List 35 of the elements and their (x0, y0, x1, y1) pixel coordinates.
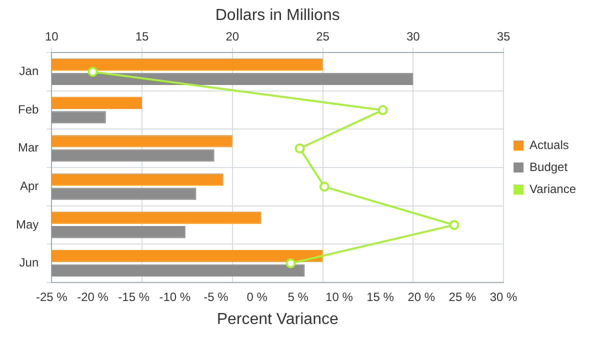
x-tick-label: -15 % (118, 290, 150, 304)
point (294, 143, 305, 154)
x-tick-label: -5 % (204, 290, 229, 304)
x2-tick-label: 10 (44, 30, 59, 44)
x2-axis-title: Dollars in Millions (215, 7, 340, 24)
y-tick-label: May (16, 217, 39, 232)
x-tick-label: 0 % (246, 290, 268, 304)
x-tick-label: 20 % (408, 290, 436, 304)
x-tick-label: 10 % (326, 290, 354, 304)
point (378, 105, 388, 116)
legend-label: Variance (530, 182, 576, 196)
x2-tick-label: 20 (226, 30, 240, 44)
y-tick-label: Feb (18, 102, 39, 116)
y-tick-label: Apr (20, 178, 39, 193)
point (449, 220, 460, 230)
x2-tick-label: 30 (406, 30, 420, 44)
point (286, 258, 296, 268)
x-tick-label: 5 % (288, 290, 309, 304)
x2-tick-label: 35 (496, 30, 511, 44)
x-tick-label: 25 % (448, 290, 476, 304)
x2-tick-label: 25 (316, 30, 330, 44)
y-tick-label: Jan (19, 64, 39, 78)
legend-label: Actuals (530, 138, 569, 152)
legend-label: Budget (530, 160, 568, 174)
y-tick-label: Mar (18, 140, 39, 155)
x-axis-title: Percent Variance (216, 310, 338, 328)
x-tick-label: 15 % (366, 290, 394, 304)
x-tick-label: -25 % (36, 290, 68, 304)
point (319, 182, 330, 192)
y-tick-label: Jun (19, 256, 39, 270)
x-tick-label: -10 % (159, 290, 191, 304)
x-tick-label: 30 % (490, 290, 518, 304)
point (88, 66, 98, 77)
x-tick-label: -20 % (77, 290, 109, 304)
x2-tick-label: 15 (135, 30, 150, 44)
